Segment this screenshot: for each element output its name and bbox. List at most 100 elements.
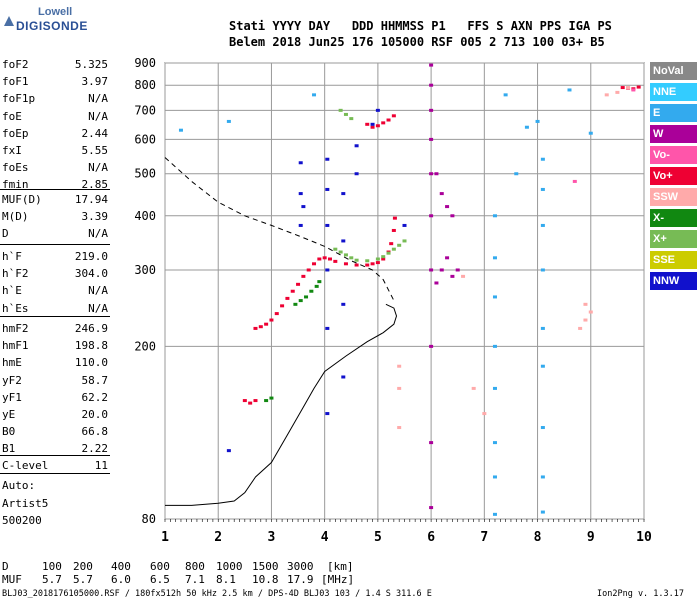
data-point bbox=[325, 326, 330, 330]
data-point bbox=[503, 93, 508, 97]
legend-item: Vo- bbox=[650, 146, 697, 164]
distance-unit: [km] bbox=[327, 560, 354, 573]
data-point bbox=[298, 161, 303, 165]
data-point bbox=[471, 386, 476, 390]
autoscaling-text: 500200 bbox=[2, 514, 42, 527]
data-point bbox=[375, 257, 380, 261]
distance-label: D bbox=[2, 560, 9, 573]
param-value: N/A bbox=[88, 109, 108, 123]
param-value: N/A bbox=[88, 301, 108, 315]
y-tick-label: 300 bbox=[134, 263, 156, 277]
param-value: 198.8 bbox=[74, 339, 108, 353]
data-point bbox=[492, 512, 497, 516]
data-point bbox=[226, 119, 231, 123]
legend-item: NNW bbox=[650, 272, 697, 290]
data-point bbox=[309, 289, 314, 293]
y-tick-label: 400 bbox=[134, 209, 156, 223]
data-point bbox=[445, 205, 450, 209]
data-point bbox=[375, 108, 380, 112]
param-name: fxI bbox=[2, 144, 22, 157]
data-point bbox=[325, 223, 330, 227]
param-value: 3.97 bbox=[81, 75, 109, 89]
param-name: foF1p bbox=[2, 92, 36, 106]
data-point bbox=[391, 247, 396, 251]
data-point bbox=[341, 239, 346, 243]
data-point bbox=[540, 157, 545, 161]
data-point bbox=[429, 108, 434, 112]
param-value: 5.55 bbox=[81, 144, 109, 157]
data-point bbox=[429, 63, 434, 67]
data-point bbox=[298, 223, 303, 227]
data-point bbox=[317, 257, 322, 261]
data-point bbox=[636, 85, 641, 89]
param-name: foE bbox=[2, 109, 22, 123]
data-point bbox=[439, 192, 444, 196]
data-point bbox=[492, 475, 497, 479]
data-point bbox=[429, 214, 434, 218]
muf-value: 5.7 bbox=[42, 573, 62, 586]
data-point bbox=[381, 121, 386, 125]
param-value: 11 bbox=[94, 459, 108, 472]
param-value: 3.39 bbox=[81, 210, 109, 224]
x-tick-label: 7 bbox=[480, 530, 488, 545]
data-point bbox=[341, 192, 346, 196]
data-point bbox=[296, 282, 301, 286]
data-point bbox=[312, 262, 317, 266]
plot-frame bbox=[164, 62, 645, 520]
data-point bbox=[540, 326, 545, 330]
data-point bbox=[375, 261, 380, 265]
data-point bbox=[492, 295, 497, 299]
x-tick-label: 5 bbox=[374, 530, 382, 545]
data-point bbox=[402, 223, 407, 227]
data-point bbox=[392, 216, 397, 220]
param-separator bbox=[0, 189, 110, 190]
param-value: 58.7 bbox=[81, 373, 109, 387]
data-point bbox=[492, 344, 497, 348]
data-point bbox=[269, 396, 274, 400]
param-name: foF1 bbox=[2, 75, 29, 89]
x-tick-label: 3 bbox=[268, 530, 276, 545]
data-point bbox=[375, 124, 380, 128]
data-point bbox=[298, 192, 303, 196]
distance-value: 600 bbox=[150, 560, 170, 573]
data-point bbox=[434, 172, 439, 176]
data-point bbox=[322, 256, 327, 260]
param-name: hmF1 bbox=[2, 339, 29, 353]
logo-line2: DIGISONDE bbox=[16, 19, 88, 33]
param-value: 246.9 bbox=[74, 322, 108, 335]
legend-item: W bbox=[650, 125, 697, 143]
data-point bbox=[349, 256, 354, 260]
data-point bbox=[482, 412, 487, 416]
data-point bbox=[450, 214, 455, 218]
muf-unit: [MHz] bbox=[321, 573, 355, 586]
x-tick-label: 4 bbox=[321, 530, 329, 545]
data-point bbox=[588, 131, 593, 135]
legend-item: SSW bbox=[650, 188, 697, 206]
data-point bbox=[389, 242, 394, 246]
param-value: N/A bbox=[88, 161, 108, 175]
data-point bbox=[540, 187, 545, 191]
data-point bbox=[429, 344, 434, 348]
param-name: h`E bbox=[2, 284, 22, 298]
data-point bbox=[626, 86, 631, 90]
data-point bbox=[325, 157, 330, 161]
param-value: 17.94 bbox=[74, 193, 108, 206]
muf-value: 8.1 bbox=[216, 573, 236, 586]
data-point bbox=[429, 268, 434, 272]
data-point bbox=[333, 259, 338, 263]
footer-version: Ion2Png v. 1.3.17 bbox=[597, 589, 684, 599]
data-point bbox=[304, 295, 309, 299]
data-point bbox=[397, 243, 402, 247]
param-name: hmF2 bbox=[2, 322, 29, 335]
logo-line1: Lowell bbox=[38, 6, 73, 18]
data-point bbox=[492, 214, 497, 218]
data-point bbox=[572, 179, 577, 183]
distance-value: 100 bbox=[42, 560, 62, 573]
param-value: 2.22 bbox=[81, 442, 109, 456]
x-tick-label: 9 bbox=[587, 530, 595, 545]
data-point bbox=[540, 268, 545, 272]
data-point bbox=[381, 257, 386, 261]
distance-value: 400 bbox=[111, 560, 131, 573]
data-point bbox=[583, 302, 588, 306]
